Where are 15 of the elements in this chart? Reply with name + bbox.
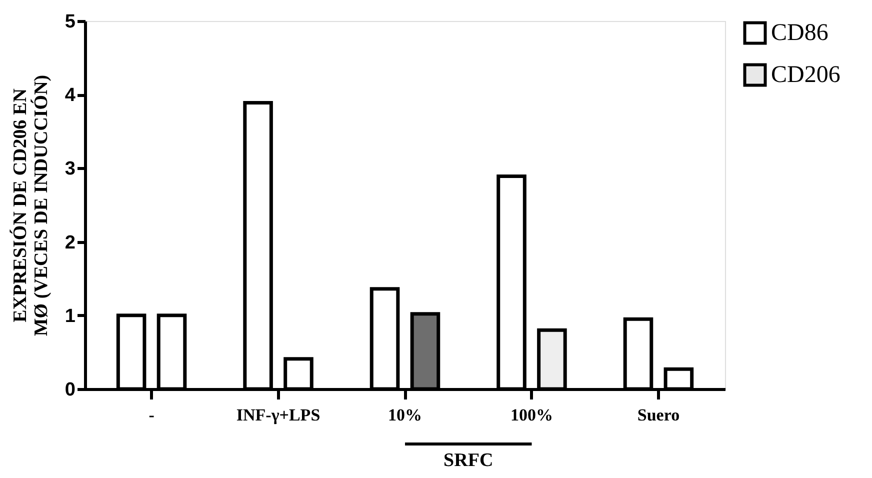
- y-tick-label: 3: [64, 158, 76, 180]
- x-tick-label: 100%: [510, 406, 553, 424]
- legend-label: CD206: [771, 62, 840, 88]
- x-tick-label: -: [148, 406, 155, 424]
- y-tick-label: 1: [64, 306, 76, 327]
- y-tick-label: 4: [64, 85, 76, 106]
- legend-label: CD86: [771, 20, 828, 46]
- x-tick-label: INF-γ+LPS: [236, 406, 320, 424]
- text: SRFC: [444, 450, 494, 471]
- y-tick-label: 0: [64, 380, 76, 400]
- y-tick-label: 5: [64, 12, 76, 32]
- x-tick-label: Suero: [637, 406, 680, 424]
- x-tick-label: 10%: [388, 406, 422, 424]
- y-axis-title: EXPRESIÓN DE CD206 EN MØ (VECES DE INDUCCIÓN): [8, 74, 52, 336]
- y-tick-label: 2: [64, 232, 76, 254]
